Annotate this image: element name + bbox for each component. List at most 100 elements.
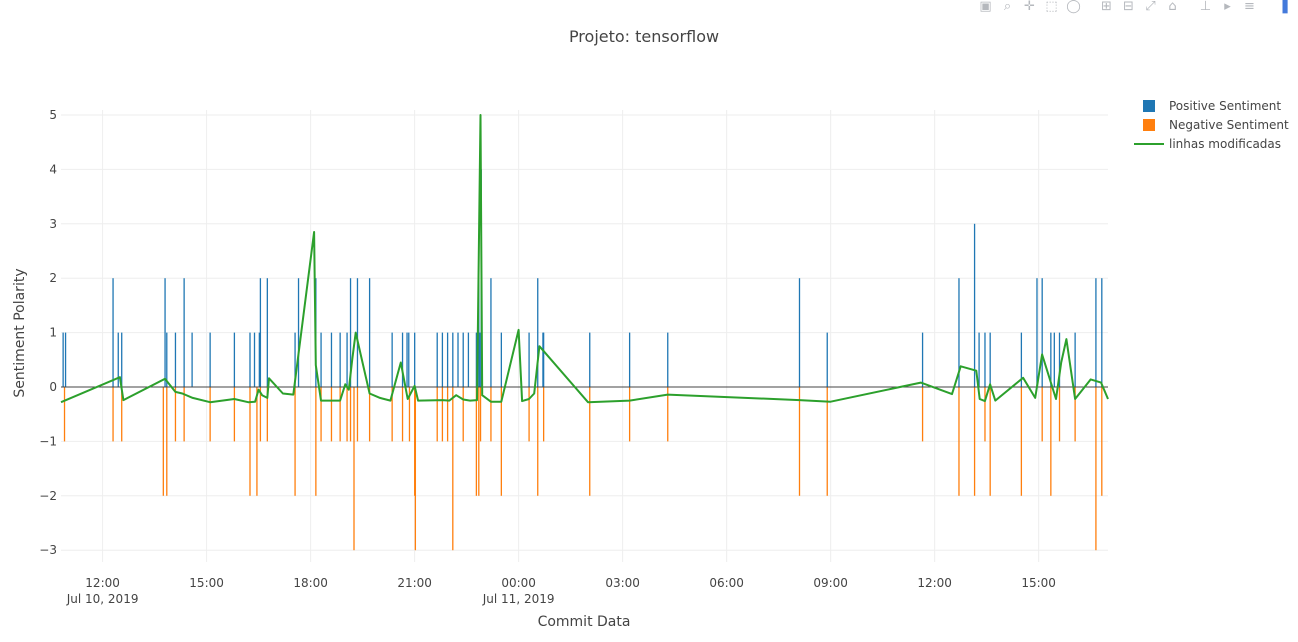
bar-positive[interactable] [667,332,669,387]
bar-positive[interactable] [1074,332,1076,387]
bar-positive[interactable] [989,332,991,387]
bar-negative[interactable] [667,387,669,442]
hover-closest-icon[interactable]: ▸ [1224,0,1231,14]
zoom-in-icon[interactable]: ⊞ [1101,0,1112,14]
bar-negative[interactable] [479,387,482,442]
bar-positive[interactable] [1041,278,1043,387]
bar-positive[interactable] [64,332,67,387]
bar-positive[interactable] [112,278,114,387]
bar-negative[interactable] [256,387,258,496]
bar-negative[interactable] [537,387,539,496]
reset-axes-icon[interactable]: ⌂ [1168,0,1177,14]
bar-negative[interactable] [798,387,801,496]
hover-compare-icon[interactable]: ≡ [1244,0,1255,14]
bar-negative[interactable] [266,387,268,442]
bar-positive[interactable] [1058,332,1061,387]
bar-negative[interactable] [112,387,114,442]
bar-positive[interactable] [457,332,459,387]
bar-positive[interactable] [973,223,976,387]
zoom-out-icon[interactable]: ⊟ [1123,0,1134,14]
bar-positive[interactable] [441,332,444,387]
bar-negative[interactable] [353,387,355,551]
bar-positive[interactable] [406,332,408,387]
bar-negative[interactable] [63,387,66,442]
bar-negative[interactable] [401,387,404,442]
bar-negative[interactable] [294,387,296,496]
bar-negative[interactable] [958,387,960,496]
bar-positive[interactable] [462,332,464,387]
bar-negative[interactable] [339,387,341,442]
camera-icon[interactable]: ▣ [979,0,992,14]
bar-positive[interactable] [297,278,300,387]
bar-positive[interactable] [330,332,333,387]
bar-positive[interactable] [249,332,251,387]
bar-negative[interactable] [349,387,352,442]
bar-positive[interactable] [253,332,256,387]
bar-positive[interactable] [294,332,296,387]
bar-negative[interactable] [452,387,454,551]
bar-positive[interactable] [414,332,416,387]
bar-negative[interactable] [989,387,991,496]
bar-positive[interactable] [798,278,801,387]
bar-negative[interactable] [528,387,530,442]
bar-positive[interactable] [537,278,539,387]
bar-positive[interactable] [258,332,261,387]
legend-item[interactable]: Negative Sentiment [1143,118,1289,132]
bar-positive[interactable] [542,332,544,387]
bar-positive[interactable] [921,332,924,387]
bar-negative[interactable] [408,387,411,442]
bar-positive[interactable] [117,332,119,387]
bar-positive[interactable] [174,332,177,387]
bar-positive[interactable] [467,332,470,387]
bar-positive[interactable] [356,278,359,387]
bar-positive[interactable] [1095,278,1097,387]
bar-positive[interactable] [339,332,341,387]
bar-negative[interactable] [1074,387,1076,442]
bar-negative[interactable] [500,387,502,496]
bar-positive[interactable] [368,278,371,387]
bar-negative[interactable] [346,387,348,442]
bar-negative[interactable] [1101,387,1103,496]
bar-negative[interactable] [356,387,359,442]
bar-negative[interactable] [414,387,417,551]
bar-negative[interactable] [391,387,393,442]
bar-negative[interactable] [921,387,924,442]
plotly-logo-icon[interactable]: ▐ [1277,0,1288,14]
bar-negative[interactable] [1050,387,1052,496]
bar-negative[interactable] [462,387,464,442]
legend-item[interactable]: Positive Sentiment [1143,99,1281,113]
bar-negative[interactable] [441,387,444,442]
bar-negative[interactable] [589,387,591,496]
bar-positive[interactable] [1101,278,1103,387]
bar-positive[interactable] [259,278,262,387]
bar-positive[interactable] [320,332,322,387]
bar-positive[interactable] [62,332,64,387]
bar-positive[interactable] [479,332,481,387]
bar-negative[interactable] [368,387,371,442]
bar-negative[interactable] [542,387,545,442]
bar-positive[interactable] [1053,332,1055,387]
bar-negative[interactable] [1041,387,1043,442]
bar-negative[interactable] [259,387,262,442]
bar-positive[interactable] [978,332,980,387]
bar-positive[interactable] [164,278,166,387]
line-linhas-modificadas[interactable] [60,114,1109,404]
bar-negative[interactable] [315,387,317,496]
bar-positive[interactable] [984,332,986,387]
bar-positive[interactable] [266,278,268,387]
bar-positive[interactable] [452,332,454,387]
bar-positive[interactable] [826,332,828,387]
bar-negative[interactable] [183,387,185,442]
bar-negative[interactable] [414,387,416,496]
bar-negative[interactable] [162,387,164,496]
bar-positive[interactable] [446,332,449,387]
lasso-select-icon[interactable]: ◯ [1066,0,1081,14]
bar-negative[interactable] [475,387,478,496]
bar-negative[interactable] [330,387,333,442]
bar-negative[interactable] [436,387,438,442]
bar-positive[interactable] [391,332,393,387]
bar-negative[interactable] [446,387,449,442]
bar-positive[interactable] [475,332,478,387]
bar-negative[interactable] [174,387,177,442]
bar-negative[interactable] [478,387,480,496]
